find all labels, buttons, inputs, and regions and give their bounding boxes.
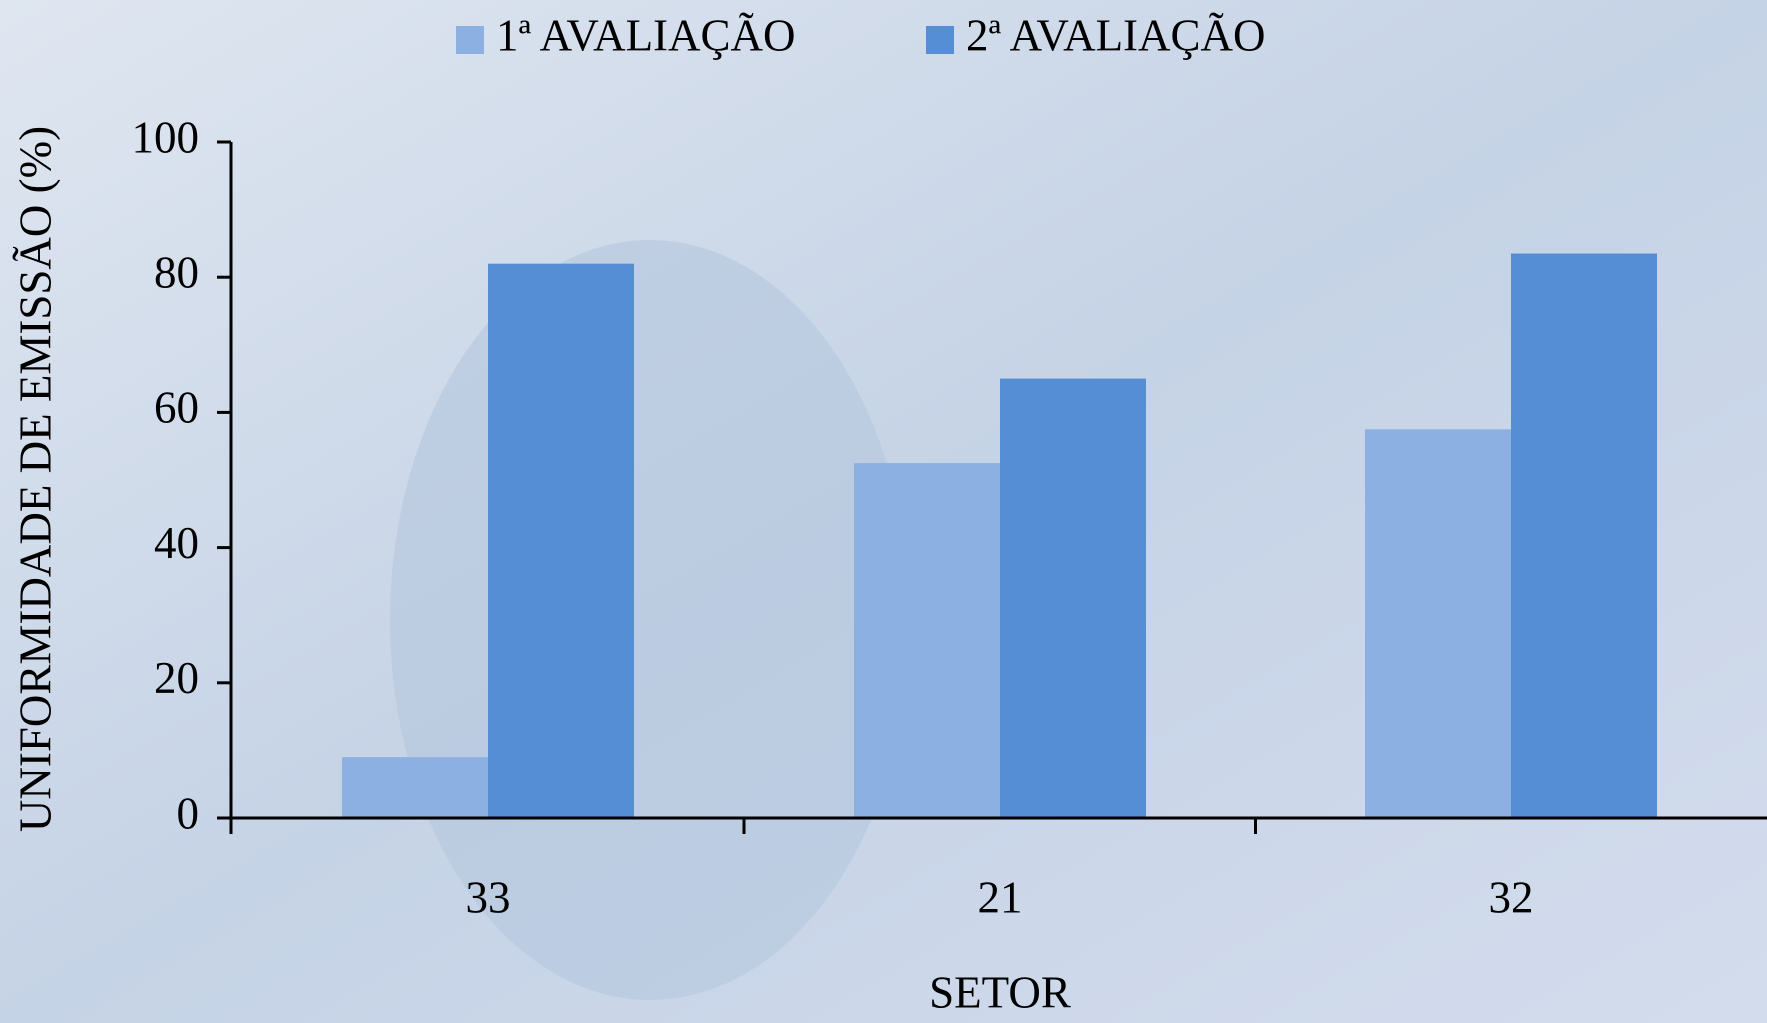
bar	[1365, 429, 1511, 818]
y-tick-label: 40	[154, 518, 199, 568]
y-tick-label: 20	[154, 653, 199, 703]
legend-swatch	[456, 26, 484, 54]
bar	[488, 263, 634, 818]
bar	[342, 757, 488, 818]
x-axis-title: SETOR	[929, 967, 1071, 1017]
legend-label: 2ª AVALIAÇÃO	[966, 10, 1266, 60]
x-tick-label: 33	[466, 872, 511, 922]
legend-swatch	[926, 26, 954, 54]
y-tick-label: 100	[132, 112, 200, 162]
y-axis-title: UNIFORMIDADE DE EMISSÃO (%)	[10, 126, 60, 832]
y-tick-label: 0	[177, 788, 200, 838]
y-tick-label: 60	[154, 383, 199, 433]
y-tick-label: 80	[154, 248, 199, 298]
x-tick-label: 32	[1489, 872, 1534, 922]
bar	[1511, 253, 1657, 819]
bar	[854, 463, 1000, 818]
bar	[1000, 378, 1146, 818]
legend-label: 1ª AVALIAÇÃO	[496, 10, 796, 60]
x-tick-label: 21	[978, 872, 1023, 922]
